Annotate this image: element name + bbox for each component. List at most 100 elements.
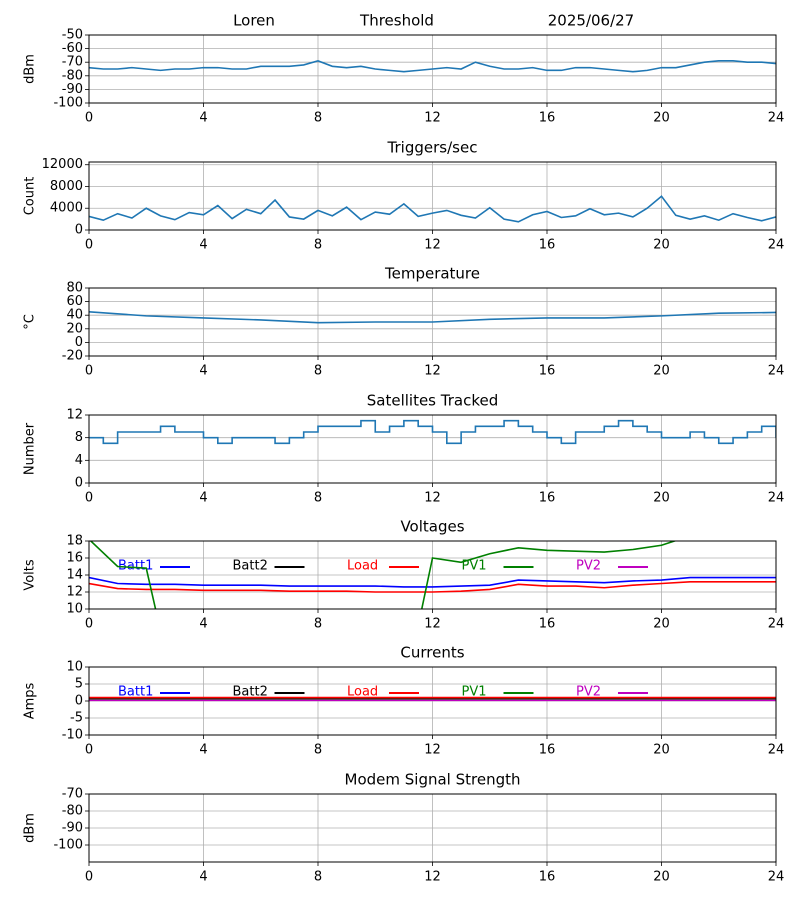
x-tick-label: 0 [85,617,93,632]
x-tick-label: 4 [199,364,207,379]
y-tick-label: 10 [66,660,83,675]
y-tick-label: 12 [66,585,83,600]
x-tick-label: 24 [768,491,785,506]
x-tick-label: 20 [653,491,670,506]
y-tick-label: -5 [70,711,83,726]
y-tick-label: 0 [75,476,83,491]
y-tick-label: 5 [75,677,83,692]
x-tick-label: 12 [424,364,441,379]
y-tick-label: 4000 [50,201,83,216]
x-tick-label: 24 [768,111,785,126]
x-tick-label: 0 [85,743,93,758]
x-tick-label: 4 [199,870,207,885]
y-tick-label: 14 [66,568,83,583]
x-tick-label: 24 [768,870,785,885]
x-tick-label: 0 [85,870,93,885]
y-tick-label: 0 [75,223,83,238]
x-tick-label: 16 [539,617,556,632]
y-tick-label: 10 [66,602,83,617]
station-name: Loren [233,12,275,30]
series-line [89,195,776,223]
series-line [89,581,776,593]
x-tick-label: 0 [85,111,93,126]
x-tick-label: 12 [424,491,441,506]
x-tick-label: 8 [314,617,322,632]
y-axis-label: Volts [23,559,38,591]
y-tick-label: -80 [62,68,83,83]
x-tick-label: 24 [768,617,785,632]
x-tick-label: 24 [768,743,785,758]
chart-date: 2025/06/27 [548,12,634,30]
y-tick-label: 0 [75,335,83,350]
x-tick-label: 12 [424,743,441,758]
chart-title: Satellites Tracked [367,392,498,410]
x-tick-label: 8 [314,238,322,253]
y-axis-label: °C [23,314,38,330]
x-tick-label: 8 [314,870,322,885]
legend-label: PV2 [576,559,601,574]
x-tick-label: 8 [314,491,322,506]
x-tick-label: 24 [768,364,785,379]
y-tick-label: 40 [66,308,83,323]
y-tick-label: 8000 [50,179,83,194]
x-tick-label: 8 [314,111,322,126]
chart-title: Modem Signal Strength [345,771,521,789]
plot-frame [88,287,777,357]
legend-label: PV2 [576,685,601,700]
x-tick-label: 16 [539,870,556,885]
x-tick-label: 0 [85,491,93,506]
x-tick-label: 20 [653,364,670,379]
x-tick-label: 16 [539,743,556,758]
x-tick-label: 24 [768,238,785,253]
legend-label: Batt1 [118,559,153,574]
chart-title: Currents [400,644,464,662]
y-tick-label: 16 [66,551,83,566]
plot-frame [88,793,777,863]
x-tick-label: 8 [314,364,322,379]
x-tick-label: 8 [314,743,322,758]
y-tick-label: 12 [66,408,83,423]
x-tick-label: 12 [424,238,441,253]
y-tick-label: -20 [62,349,83,364]
y-tick-label: -90 [62,82,83,97]
x-tick-label: 16 [539,238,556,253]
x-tick-label: 0 [85,364,93,379]
y-axis-label: dBm [23,54,38,84]
y-tick-label: -80 [62,804,83,819]
y-axis-label: Amps [23,682,38,719]
x-tick-label: 20 [653,743,670,758]
x-tick-label: 0 [85,238,93,253]
x-tick-label: 4 [199,617,207,632]
y-axis-label: dBm [23,813,38,843]
series-line [89,541,678,609]
y-axis-label: Number [23,422,38,475]
x-tick-label: 20 [653,238,670,253]
x-tick-label: 4 [199,238,207,253]
y-tick-label: -100 [53,96,83,111]
series-line [89,311,776,324]
x-tick-label: 12 [424,617,441,632]
y-tick-label: 0 [75,694,83,709]
y-tick-label: 20 [66,321,83,336]
y-tick-label: -90 [62,821,83,836]
x-tick-label: 20 [653,870,670,885]
x-tick-label: 12 [424,870,441,885]
chart-title: Triggers/sec [387,139,478,157]
series-line [89,576,776,588]
y-tick-label: 12000 [42,157,83,172]
legend-label: PV1 [462,685,487,700]
y-tick-label: 8 [75,430,83,445]
x-tick-label: 12 [424,111,441,126]
plot-frame [88,540,777,610]
y-tick-label: -70 [62,787,83,802]
y-tick-label: -10 [62,728,83,743]
y-tick-label: 80 [66,281,83,296]
legend-label: PV1 [462,559,487,574]
legend-label: Batt1 [118,685,153,700]
plot-frame [88,34,777,104]
y-axis-label: Count [23,177,38,216]
y-tick-label: 18 [66,534,83,549]
x-tick-label: 16 [539,491,556,506]
legend-label: Batt2 [233,559,268,574]
